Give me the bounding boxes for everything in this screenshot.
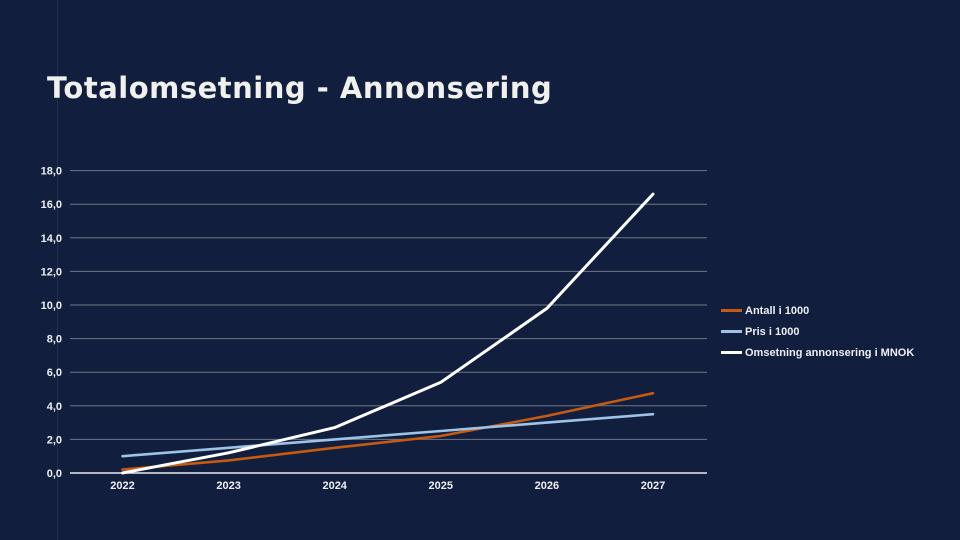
- y-tick-label: 4,0: [47, 401, 62, 413]
- page-title: Totalomsetning - Annonsering: [47, 71, 553, 106]
- x-tick-label: 2024: [322, 480, 347, 492]
- x-tick-label: 2025: [429, 480, 453, 492]
- x-tick-label: 2026: [535, 480, 559, 492]
- legend-item: Pris i 1000: [721, 321, 914, 342]
- y-tick-label: 12,0: [41, 266, 62, 278]
- y-tick-label: 8,0: [47, 334, 62, 346]
- x-tick-label: 2027: [641, 480, 665, 492]
- legend-item: Antall i 1000: [721, 300, 914, 321]
- x-tick-label: 2023: [216, 480, 240, 492]
- legend-item: Omsetning annonsering i MNOK: [721, 342, 914, 363]
- legend-swatch-pris: [721, 330, 742, 333]
- y-tick-label: 0,0: [47, 468, 62, 480]
- y-tick-label: 18,0: [41, 166, 62, 178]
- y-tick-label: 14,0: [41, 233, 62, 245]
- x-tick-label: 2022: [110, 480, 134, 492]
- y-tick-label: 2,0: [47, 434, 62, 446]
- y-tick-label: 6,0: [47, 367, 62, 379]
- series-line-1: [121, 412, 655, 458]
- legend-label: Antall i 1000: [745, 304, 810, 317]
- slide-edge-rule: [57, 0, 58, 540]
- series-line-0: [121, 391, 655, 471]
- y-tick-label: 10,0: [41, 300, 62, 312]
- legend-swatch-antall: [721, 309, 742, 312]
- y-tick-label: 16,0: [41, 199, 62, 211]
- legend-swatch-omsetning: [721, 351, 742, 354]
- chart-legend: Antall i 1000 Pris i 1000 Omsetning anno…: [721, 300, 914, 363]
- legend-label: Omsetning annonsering i MNOK: [745, 346, 915, 359]
- series-line-2: [121, 192, 655, 475]
- legend-label: Pris i 1000: [745, 325, 800, 338]
